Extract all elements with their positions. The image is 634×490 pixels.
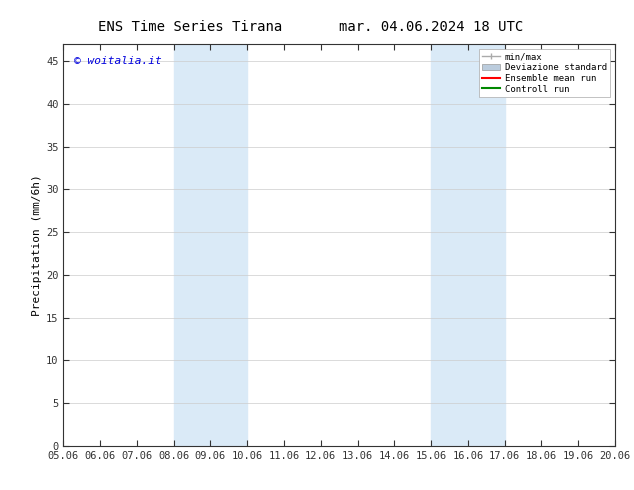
Text: © woitalia.it: © woitalia.it [74,56,162,66]
Y-axis label: Precipitation (mm/6h): Precipitation (mm/6h) [32,174,42,316]
Bar [174,44,247,446]
Text: ENS Time Series Tirana: ENS Time Series Tirana [98,20,282,34]
Bar [431,44,505,446]
Legend: min/max, Deviazione standard, Ensemble mean run, Controll run: min/max, Deviazione standard, Ensemble m… [479,49,611,97]
Text: mar. 04.06.2024 18 UTC: mar. 04.06.2024 18 UTC [339,20,523,34]
